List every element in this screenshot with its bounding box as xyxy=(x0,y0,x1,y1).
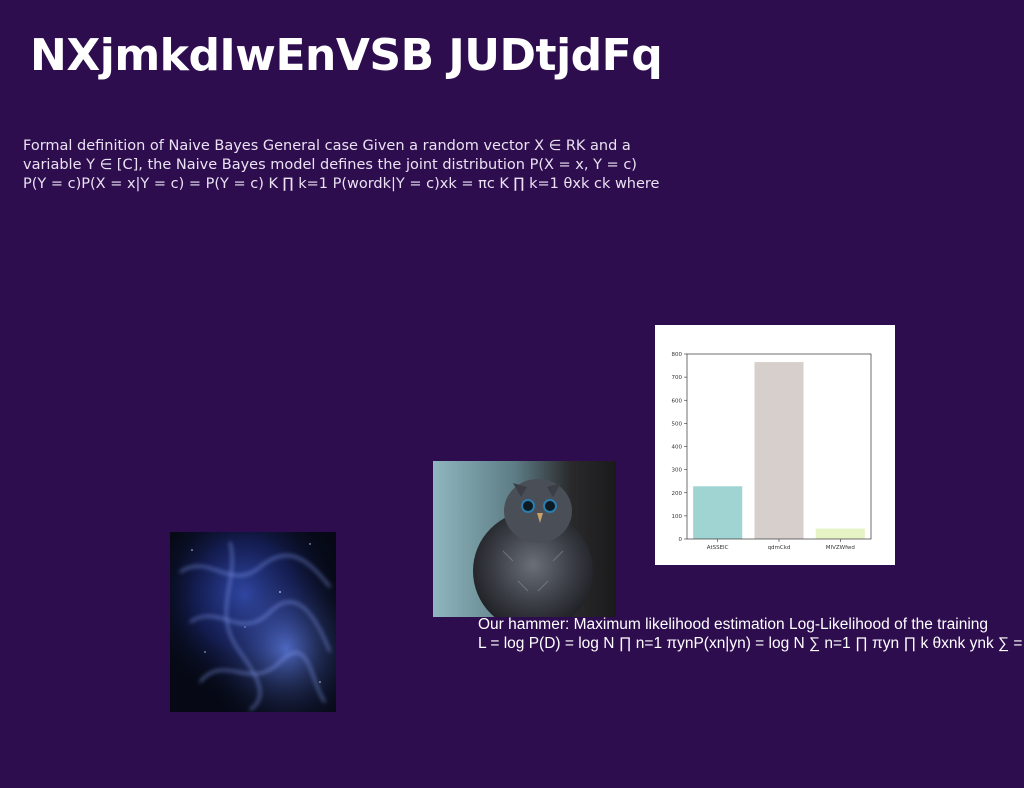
plot-frame xyxy=(686,353,872,540)
nebula-image xyxy=(170,532,336,712)
y-tick-label: 300 xyxy=(672,468,683,474)
naive-bayes-definition-text: Formal definition of Naive Bayes General… xyxy=(23,137,663,194)
y-tick-label: 400 xyxy=(672,445,683,451)
y-tick-label: 700 xyxy=(672,375,683,381)
y-tick-label: 100 xyxy=(672,514,683,520)
y-tick-label: 0 xyxy=(679,537,683,543)
y-tick-label: 800 xyxy=(672,352,683,358)
y-tick-label: 200 xyxy=(672,491,683,497)
likelihood-line: L = log P(D) = log N ∏ n=1 πynP(xn|yn) =… xyxy=(478,635,1023,652)
definition-line: Formal definition of Naive Bayes General… xyxy=(23,138,631,154)
x-tick-label: AtSSEIC xyxy=(707,545,729,551)
y-tick-label: 500 xyxy=(672,421,683,427)
likelihood-line: Our hammer: Maximum likelihood estimatio… xyxy=(478,616,989,633)
definition-line: P(Y = c)P(X = x|Y = c) = P(Y = c) K ∏ k=… xyxy=(23,176,660,192)
owl-image xyxy=(433,461,616,617)
bar xyxy=(815,528,865,539)
x-tick-label: qdmCkd xyxy=(768,545,791,551)
slide-title: NXjmkdIwEnVSB JUDtjdFq xyxy=(30,30,663,81)
y-tick-label: 600 xyxy=(672,398,683,404)
bar-chart-svg: AtSSEIC qdmCkd MIVZWfwd 0 100 200 300 400 500 600… xyxy=(672,352,872,551)
x-tick-label: MIVZWfwd xyxy=(826,545,855,551)
bar-chart: AtSSEIC qdmCkd MIVZWfwd 0 100 200 300 400 500 600… xyxy=(655,325,895,565)
maximum-likelihood-text: Our hammer: Maximum likelihood estimatio… xyxy=(478,615,1024,653)
bar xyxy=(693,486,743,539)
bar xyxy=(754,362,804,539)
definition-line: variable Y ∈ [C], the Naive Bayes model … xyxy=(23,157,637,173)
